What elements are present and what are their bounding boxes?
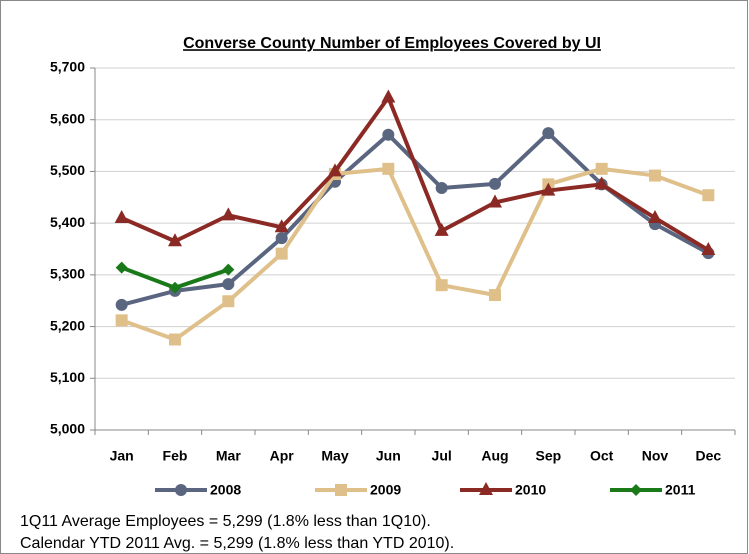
point — [114, 209, 129, 223]
point — [169, 333, 181, 346]
point — [115, 298, 128, 311]
point — [221, 207, 236, 221]
x-tick-label: May — [321, 448, 348, 464]
chart-title: Converse County Number of Employees Cove… — [183, 35, 601, 52]
point — [169, 281, 181, 294]
legend-label: 2009 — [370, 482, 401, 498]
y-tick-label: 5,100 — [50, 369, 85, 385]
point — [275, 247, 288, 260]
point — [434, 222, 449, 236]
y-tick-label: 5,700 — [50, 59, 85, 75]
point — [595, 162, 608, 175]
point — [489, 289, 501, 302]
point — [435, 279, 448, 292]
note: 1Q11 Average Employees = 5,299 (1.8% les… — [20, 513, 431, 530]
y-tick-label: 5,400 — [50, 214, 85, 230]
legend-marker — [630, 484, 642, 496]
x-tick-label: Mar — [216, 448, 241, 464]
point — [168, 233, 182, 247]
y-tick-label: 5,500 — [50, 162, 85, 178]
legend-label: 2010 — [515, 482, 546, 498]
point — [488, 194, 502, 208]
point — [115, 261, 128, 274]
legend-label: 2011 — [665, 482, 696, 498]
series-line — [120, 95, 710, 252]
y-tick-label: 5,300 — [50, 266, 85, 282]
x-tick-label: Apr — [270, 448, 295, 464]
note: Calendar YTD 2011 Avg. = 5,299 (1.8% les… — [20, 535, 454, 552]
legend-marker — [479, 482, 493, 495]
y-tick-label: 5,000 — [50, 421, 85, 437]
point — [274, 219, 289, 233]
point — [701, 242, 716, 256]
x-tick-label: Oct — [590, 448, 614, 464]
point — [648, 209, 662, 223]
legend-marker — [175, 484, 187, 496]
series-line — [120, 166, 710, 342]
x-tick-label: Nov — [642, 448, 669, 464]
point — [382, 128, 395, 141]
x-tick-label: Jun — [376, 448, 401, 464]
point — [702, 189, 715, 202]
x-tick-label: Aug — [481, 448, 508, 464]
legend-marker — [335, 484, 347, 496]
x-tick-label: Jan — [110, 448, 134, 464]
y-tick-label: 5,200 — [50, 317, 85, 333]
point — [115, 314, 128, 327]
point — [435, 181, 448, 194]
x-tick-label: Sep — [535, 448, 561, 464]
point — [542, 127, 555, 140]
point — [222, 295, 235, 308]
point — [381, 89, 396, 103]
point — [594, 176, 609, 190]
point — [328, 163, 342, 177]
y-tick-label: 5,600 — [50, 110, 85, 126]
x-tick-label: Jul — [432, 448, 452, 464]
x-tick-label: Dec — [695, 448, 721, 464]
point — [541, 182, 556, 196]
point — [222, 263, 235, 276]
legend-label: 2008 — [210, 482, 241, 498]
point — [382, 162, 395, 175]
point — [222, 278, 235, 291]
point — [649, 169, 661, 182]
x-tick-label: Feb — [163, 448, 188, 464]
point — [275, 232, 288, 245]
point — [489, 177, 501, 190]
